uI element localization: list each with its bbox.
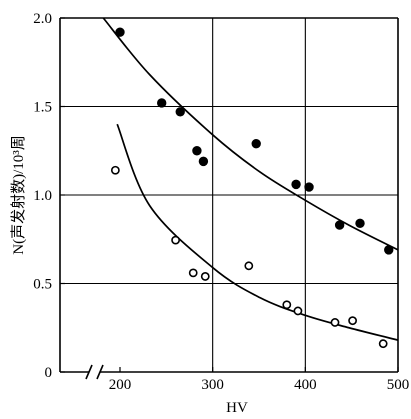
grid [60, 18, 398, 372]
data-point-filled [198, 156, 209, 167]
data-point-hollow [171, 235, 181, 245]
x-tick-label: 300 [201, 377, 224, 393]
axes [59, 17, 399, 380]
y-tick-label: 0 [45, 365, 53, 381]
data-point-hollow [293, 306, 303, 316]
y-tick-label: 0.5 [33, 277, 52, 293]
data-point-hollow [348, 316, 358, 326]
x-tick-label: 500 [387, 377, 410, 393]
x-tick-label: 400 [294, 377, 317, 393]
axis-break-mark [96, 364, 104, 380]
data-point-hollow [378, 339, 388, 349]
data-points [110, 27, 394, 349]
fit-curve-2 [116, 123, 399, 341]
y-tick-label: 1.0 [33, 188, 52, 204]
data-point-filled [384, 245, 394, 255]
data-point-filled [304, 182, 314, 192]
data-point-hollow [200, 272, 210, 281]
data-point-hollow [110, 165, 120, 175]
data-point-filled [355, 218, 365, 229]
x-axis-label: HV [226, 400, 248, 416]
data-point-filled [175, 107, 185, 117]
data-point-filled [251, 138, 261, 149]
y-tick-label: 2.0 [33, 11, 52, 27]
axis-break-mark [85, 364, 93, 380]
y-axis-label: N(声发射数)/10³周 [9, 135, 27, 255]
data-point-filled [157, 98, 167, 108]
x-tick-label: 200 [109, 377, 132, 393]
data-point-hollow [188, 268, 198, 278]
data-point-hollow [244, 261, 254, 271]
data-point-filled [115, 27, 125, 37]
y-tick-label: 1.5 [33, 100, 52, 116]
ticks: 200 300 400 500 0 0.5 1.0 1.5 2.0 [33, 11, 409, 393]
data-point-hollow [330, 318, 340, 327]
fit-curves [102, 17, 399, 341]
data-point-filled [291, 179, 301, 190]
data-point-hollow [282, 300, 292, 310]
data-point-filled [192, 146, 202, 156]
fit-curve-1 [102, 17, 399, 251]
data-point-filled [334, 220, 345, 230]
